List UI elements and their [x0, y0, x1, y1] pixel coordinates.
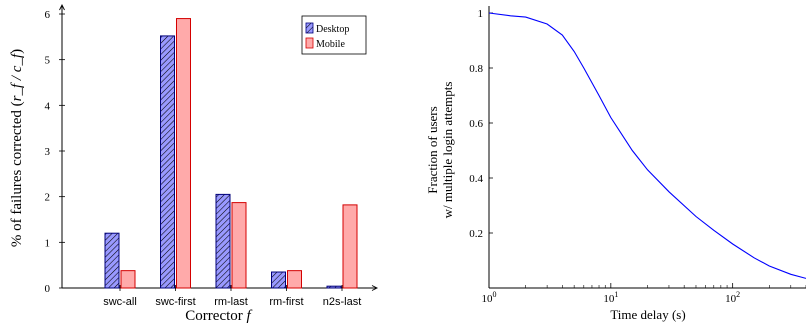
bar-chart-category-label: rm-last — [214, 296, 248, 308]
bar-chart-legend: Desktop Mobile — [301, 15, 367, 55]
bar-chart-bars — [104, 18, 358, 289]
legend-swatch-desktop — [305, 22, 314, 34]
bar-chart-categories: swc-all swc-first rm-last rm-first n2s-last — [103, 285, 361, 308]
line-chart-x-tick-label: 101 — [603, 290, 618, 305]
line-chart-y-tick-label: 1 — [478, 8, 484, 20]
line-chart-series-line — [488, 12, 806, 279]
bar-chart-x-label: Corrector f — [185, 308, 252, 324]
bar-chart-y-tick-label: 2 — [45, 192, 51, 204]
bar-chart-category-label: n2s-last — [323, 296, 362, 308]
line-chart-y-tick-label: 0.8 — [469, 63, 483, 75]
line-chart-y-label-line2: w/ multiple login attempts — [440, 82, 455, 219]
legend-label-mobile: Mobile — [316, 39, 345, 50]
bar-chart-y-tick-label: 4 — [45, 100, 51, 112]
line-chart-series — [488, 12, 806, 279]
bar-chart-y-arrow — [59, 3, 65, 11]
line-chart: 0.2 0.4 0.6 0.8 1 100 101 102 Time delay (s) F… — [425, 6, 806, 322]
bar-chart-y-tick-label: 5 — [45, 55, 51, 67]
line-chart-y-tick-label: 0.4 — [469, 173, 483, 185]
line-chart-x-tick-label: 100 — [482, 290, 497, 305]
bar-chart-category-label: swc-first — [155, 296, 195, 308]
line-chart-y-label-line1: Fraction of users — [425, 106, 440, 193]
line-chart-y-ticks: 0.2 0.4 0.6 0.8 1 — [469, 8, 493, 240]
line-chart-x-ticks: 100 101 102 — [482, 283, 806, 305]
bar-desktop-rm-first — [271, 271, 286, 289]
bar-chart-y-tick-label: 1 — [45, 237, 51, 249]
bar-chart-category-label: rm-first — [269, 296, 303, 308]
line-chart-y-tick-label: 0.6 — [469, 118, 483, 130]
bar-mobile-swc-all — [120, 270, 136, 289]
bar-desktop-rm-last — [215, 193, 231, 289]
bar-desktop-swc-first — [160, 35, 175, 289]
bar-mobile-swc-first — [176, 18, 191, 289]
bar-desktop-n2s-last — [326, 285, 342, 289]
legend-label-desktop: Desktop — [316, 24, 349, 35]
bar-chart-x-arrow — [371, 285, 379, 291]
bar-chart: 0 1 2 3 4 5 6 swc-all swc-first rm-last rm-first n… — [9, 3, 379, 324]
line-chart-x-tick-label: 102 — [725, 290, 740, 305]
bar-mobile-n2s-last — [342, 204, 358, 289]
bar-chart-y-tick-label: 6 — [45, 9, 51, 21]
legend-swatch-mobile — [305, 37, 314, 49]
bar-chart-y-tick-label: 3 — [45, 146, 51, 158]
bar-desktop-swc-all — [104, 232, 120, 289]
bar-chart-category-label: swc-all — [103, 296, 137, 308]
bar-chart-y-ticks: 0 1 2 3 4 5 6 — [45, 9, 65, 295]
bar-chart-y-label: % of failures corrected (r_f / c_f) — [9, 49, 25, 247]
line-chart-y-tick-label: 0.2 — [469, 228, 483, 240]
bar-chart-y-tick-label: 0 — [45, 283, 51, 295]
line-chart-x-label: Time delay (s) — [610, 307, 685, 322]
line-chart-axes — [488, 6, 806, 289]
bar-mobile-rm-last — [231, 202, 247, 289]
bar-mobile-rm-first — [287, 270, 302, 289]
